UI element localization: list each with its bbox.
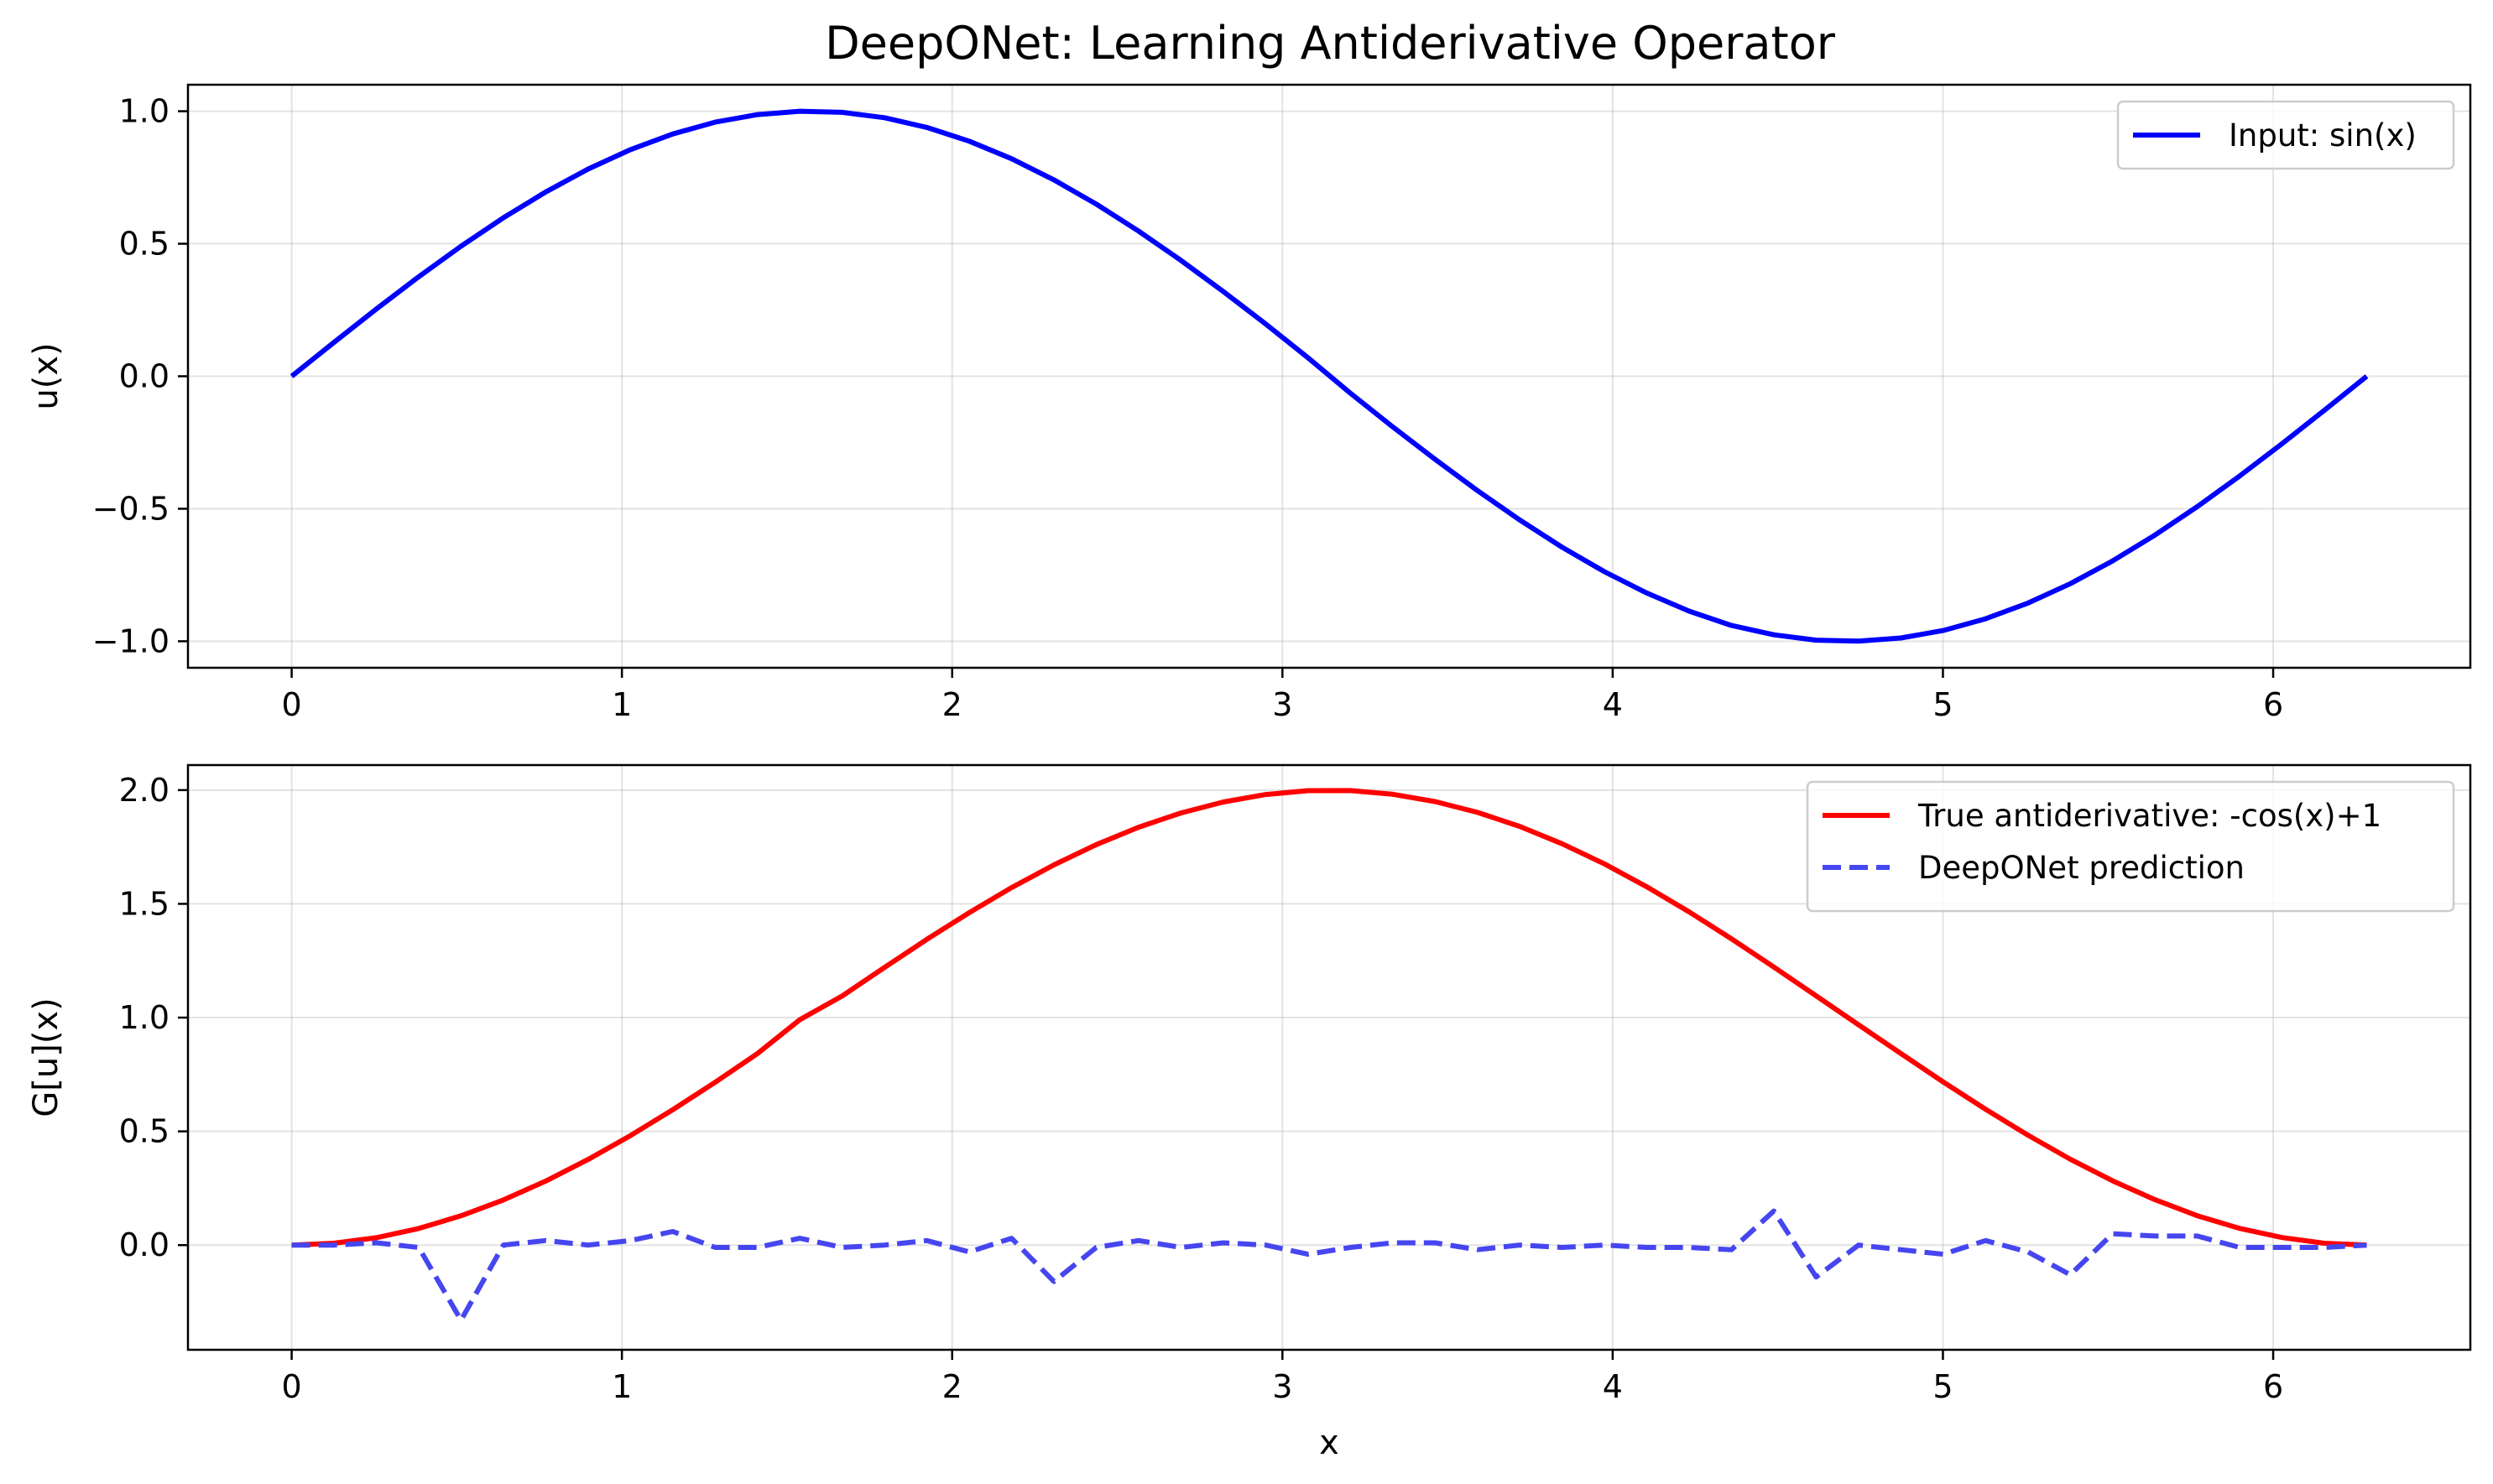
x-tick-label: 4 — [1603, 1368, 1623, 1405]
x-tick-label: 6 — [2263, 686, 2283, 723]
y-tick-label: 0.5 — [119, 1113, 170, 1150]
x-tick-label: 6 — [2263, 1368, 2283, 1405]
y-tick-label: 0.0 — [119, 358, 170, 395]
series-line-1 — [291, 788, 2367, 1248]
x-tick-label: 2 — [942, 686, 962, 723]
y-axis-label: u(x) — [27, 342, 65, 409]
legend-label-1: Input: sin(x) — [2229, 117, 2417, 154]
x-tick-label: 5 — [1932, 1368, 1953, 1405]
bottom-panel-operator-output: 0 1 2 3 4 5 6 0.0 0.5 1.0 1.5 2.0 G[u](x) x True antid… — [27, 763, 2472, 1462]
x-tick-label: 1 — [612, 1368, 632, 1405]
x-tick-label: 1 — [612, 686, 632, 723]
y-tick-label: 0.5 — [119, 226, 170, 263]
y-tick-label: 1.0 — [119, 93, 170, 130]
series-line-1 — [289, 108, 2369, 644]
x-tick-label: 4 — [1603, 686, 1623, 723]
x-tick-label: 0 — [281, 1368, 301, 1405]
x-tick-label: 3 — [1272, 686, 1292, 723]
figure-title: DeepONet: Learning Antiderivative Operat… — [825, 17, 1836, 70]
x-tick-label: 3 — [1272, 1368, 1292, 1405]
x-tick-label: 0 — [281, 686, 301, 723]
axes-frame — [186, 763, 2472, 1351]
y-tick-label: 0.0 — [119, 1226, 170, 1263]
y-tick-label: −0.5 — [92, 490, 170, 527]
legend: Input: sin(x) — [2116, 100, 2455, 170]
x-tick-label: 2 — [942, 1368, 962, 1405]
legend-box — [2116, 100, 2455, 170]
x-axis-label: x — [1319, 1424, 1339, 1462]
top-panel-input-function: 0 1 2 3 4 5 6 −1.0 −0.5 0.0 0.5 1.0 u(x) Input: sin(x… — [27, 83, 2472, 723]
y-tick-label: 2.0 — [119, 772, 170, 809]
y-tick-label: −1.0 — [92, 622, 170, 659]
x-tick-label: 5 — [1932, 686, 1953, 723]
legend-box — [1806, 780, 2455, 913]
y-tick-label: 1.0 — [119, 999, 170, 1036]
y-axis-label: G[u](x) — [27, 997, 65, 1117]
legend-label-2: DeepONet prediction — [1918, 850, 2245, 886]
legend: True antiderivative: -cos(x)+1 DeepONet p… — [1806, 780, 2455, 913]
series-line-2 — [291, 1208, 2367, 1323]
y-tick-label: 1.5 — [119, 885, 170, 922]
legend-label-1: True antiderivative: -cos(x)+1 — [1917, 798, 2381, 834]
